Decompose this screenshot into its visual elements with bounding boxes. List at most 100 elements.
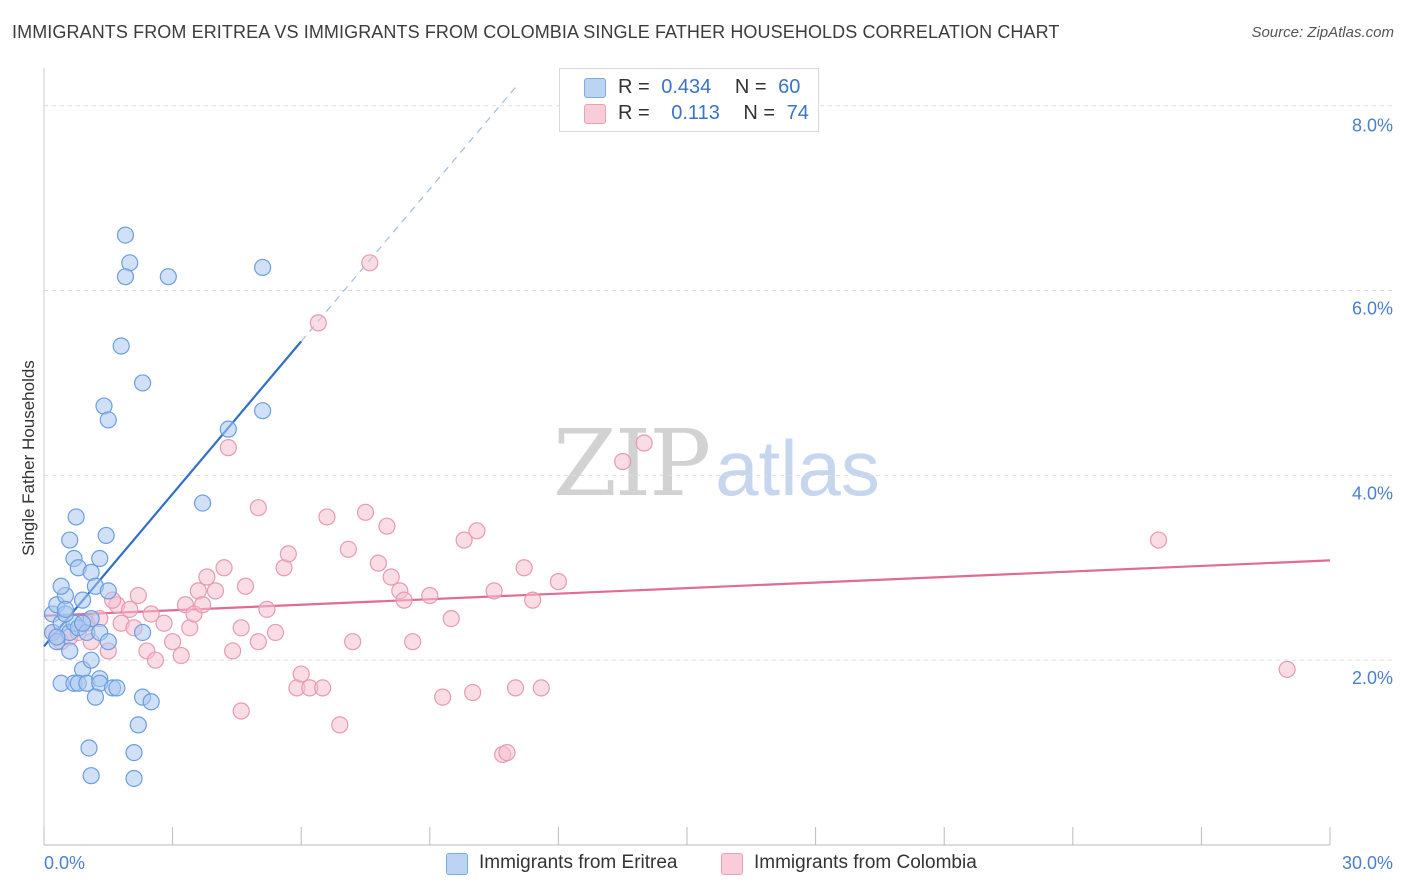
tick-labels: 2.0% 4.0% 6.0% 8.0% 0.0% 30.0% <box>44 116 1393 873</box>
colombia-point <box>146 651 165 669</box>
eritrea-point <box>82 651 100 669</box>
colombia-r-label: R = <box>618 102 650 124</box>
eritrea-n-label: N = <box>734 76 767 98</box>
eritrea-point <box>254 402 272 420</box>
x-tick-label-min: 0.0% <box>44 853 85 873</box>
eritrea-point <box>97 526 115 545</box>
colombia-point <box>1278 660 1296 679</box>
data-points <box>43 226 1296 788</box>
colombia-n-label: N = <box>743 102 776 124</box>
eritrea-point <box>112 337 130 355</box>
colombia-point <box>142 605 160 623</box>
colombia-point <box>164 633 182 651</box>
eritrea-point <box>52 577 70 595</box>
eritrea-point <box>133 374 152 392</box>
eritrea-point <box>125 769 143 788</box>
colombia-point <box>524 591 542 609</box>
colombia-point <box>485 582 503 600</box>
eritrea-point <box>73 591 92 609</box>
eritrea-point <box>129 716 147 734</box>
chart-title: IMMIGRANTS FROM ERITREA VS IMMIGRANTS FR… <box>12 22 1060 42</box>
watermark: ZIPatlas <box>553 410 880 517</box>
eritrea-trend-extension <box>300 86 516 342</box>
colombia-point <box>194 596 212 614</box>
eritrea-point <box>125 743 143 762</box>
colombia-point <box>369 554 387 572</box>
source-credit: Source: ZipAtlas.com <box>1251 24 1394 41</box>
colombia-point <box>361 254 379 272</box>
eritrea-point <box>116 226 135 244</box>
eritrea-point <box>99 633 117 651</box>
colombia-point <box>236 577 255 595</box>
axes <box>43 68 1331 846</box>
eritrea-point <box>194 494 212 512</box>
colombia-point <box>498 743 516 762</box>
colombia-r-value: 0.113 <box>671 102 720 124</box>
colombia-point <box>464 683 482 702</box>
colombia-point <box>172 646 190 665</box>
eritrea-point <box>67 508 85 526</box>
colombia-point <box>121 600 139 618</box>
eritrea-point <box>116 268 135 286</box>
colombia-point <box>129 586 147 605</box>
colombia-point <box>382 568 400 586</box>
colombia-point <box>318 508 336 526</box>
colombia-swatch <box>584 104 606 124</box>
colombia-point <box>635 434 653 452</box>
colombia-point <box>378 517 396 535</box>
colombia-point <box>532 679 550 697</box>
colombia-point <box>395 591 413 609</box>
grid-lines <box>44 105 1392 661</box>
eritrea-point <box>99 411 117 429</box>
colombia-point <box>339 540 357 558</box>
colombia-point <box>249 499 267 517</box>
y-axis-label: Single Father Households <box>19 360 38 556</box>
eritrea-point <box>48 628 66 646</box>
colombia-point <box>155 614 173 632</box>
colombia-point <box>292 665 310 683</box>
colombia-point <box>506 679 525 697</box>
colombia-point <box>258 600 276 618</box>
bottom-eritrea-label: Immigrants from Eritrea <box>479 852 678 873</box>
eritrea-point <box>159 268 177 286</box>
eritrea-point <box>56 600 75 618</box>
colombia-point <box>266 623 285 642</box>
eritrea-point <box>254 258 272 277</box>
colombia-point <box>232 619 250 637</box>
colombia-point <box>614 452 632 471</box>
eritrea-point <box>219 420 237 438</box>
x-tick-label-max: 30.0% <box>1342 853 1393 873</box>
eritrea-swatch <box>584 78 606 98</box>
stats-legend: R = 0.434 N = 60 R = 0.113 N = 74 <box>559 68 819 132</box>
colombia-point <box>1149 531 1168 549</box>
colombia-point <box>309 314 327 332</box>
colombia-point <box>219 439 237 457</box>
colombia-point <box>331 716 349 734</box>
y-tick-label: 8.0% <box>1352 116 1393 136</box>
eritrea-point <box>73 614 92 632</box>
colombia-point <box>442 609 460 628</box>
colombia-point <box>468 522 486 540</box>
eritrea-point <box>61 642 79 660</box>
colombia-point <box>404 633 422 651</box>
colombia-n-value: 74 <box>786 102 809 124</box>
bottom-colombia-swatch <box>721 853 743 875</box>
colombia-point <box>314 679 332 697</box>
colombia-point <box>249 633 267 651</box>
eritrea-point <box>142 693 160 711</box>
eritrea-point <box>91 549 109 568</box>
colombia-point <box>434 688 452 706</box>
colombia-point <box>206 582 225 600</box>
colombia-point <box>421 586 439 605</box>
bottom-colombia-label: Immigrants from Colombia <box>754 852 977 873</box>
watermark-atlas: atlas <box>715 424 880 512</box>
eritrea-r-value: 0.434 <box>661 76 712 98</box>
colombia-point <box>279 545 297 563</box>
eritrea-point <box>61 531 79 549</box>
colombia-point <box>198 568 216 586</box>
y-tick-label: 6.0% <box>1352 299 1393 319</box>
y-tick-label: 4.0% <box>1352 483 1393 503</box>
trend-lines <box>43 86 1331 648</box>
colombia-point <box>356 503 375 521</box>
